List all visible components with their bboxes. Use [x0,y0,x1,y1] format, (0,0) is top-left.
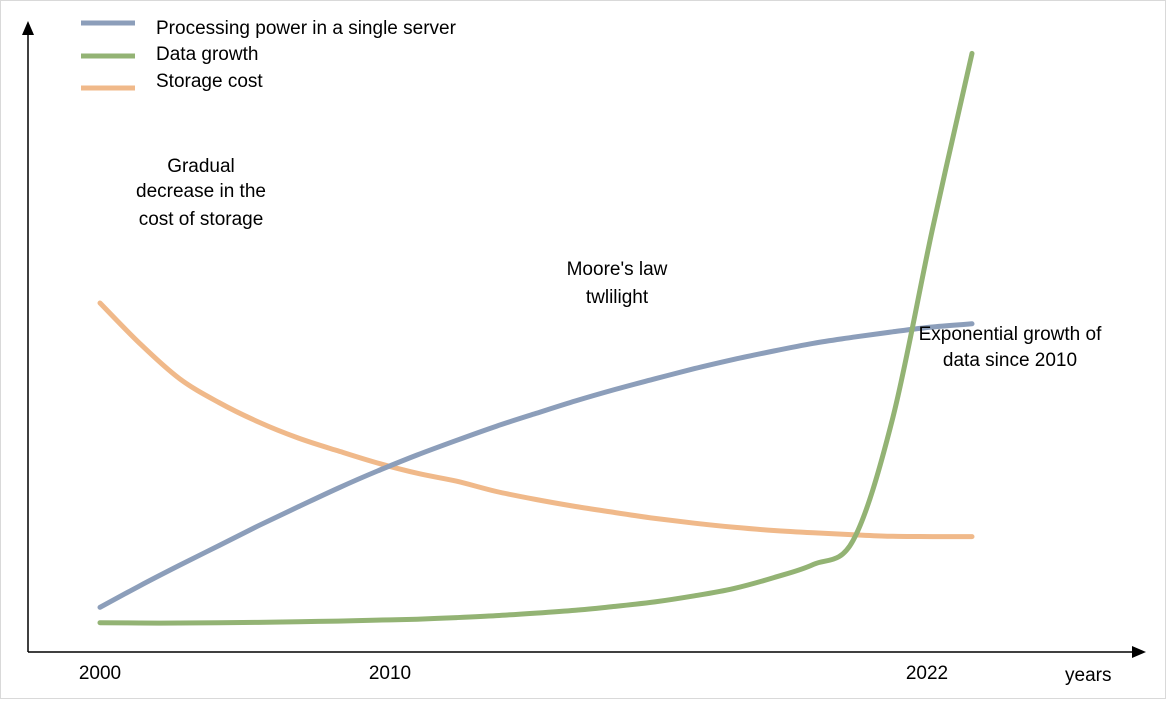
legend-label-storage: Storage cost [156,71,263,92]
x-axis-arrowhead [1132,646,1146,658]
legend-label-processing: Processing power in a single server [156,18,457,39]
series-lines [97,50,975,626]
x-tick-2010: 2010 [369,663,411,684]
legend: Processing power in a single server Data… [81,18,457,92]
annotation-growth: Exponential growth of data since 2010 [919,324,1102,371]
annotation-growth-line-1: Exponential growth of [919,324,1102,345]
legend-label-data-growth: Data growth [156,44,258,65]
annotation-moore-line-1: Moore's law [567,259,668,280]
x-tick-2000: 2000 [79,663,121,684]
annotation-storage-line-3: cost of storage [139,209,264,230]
y-axis-arrowhead [22,21,34,35]
series-line-data-growth [97,50,975,626]
x-axis-label: years [1065,665,1111,686]
annotation-storage-line-2: decrease in the [136,181,266,202]
annotation-moore: Moore's law twlilight [567,259,668,308]
annotation-storage-line-1: Gradual [167,156,235,177]
series-line-storage-cost [97,300,975,540]
annotation-moore-line-2: twlilight [586,287,649,308]
series-line-processing-power [97,321,975,610]
x-tick-2022: 2022 [906,663,948,684]
annotation-growth-line-2: data since 2010 [943,350,1077,371]
annotation-storage: Gradual decrease in the cost of storage [136,156,266,230]
